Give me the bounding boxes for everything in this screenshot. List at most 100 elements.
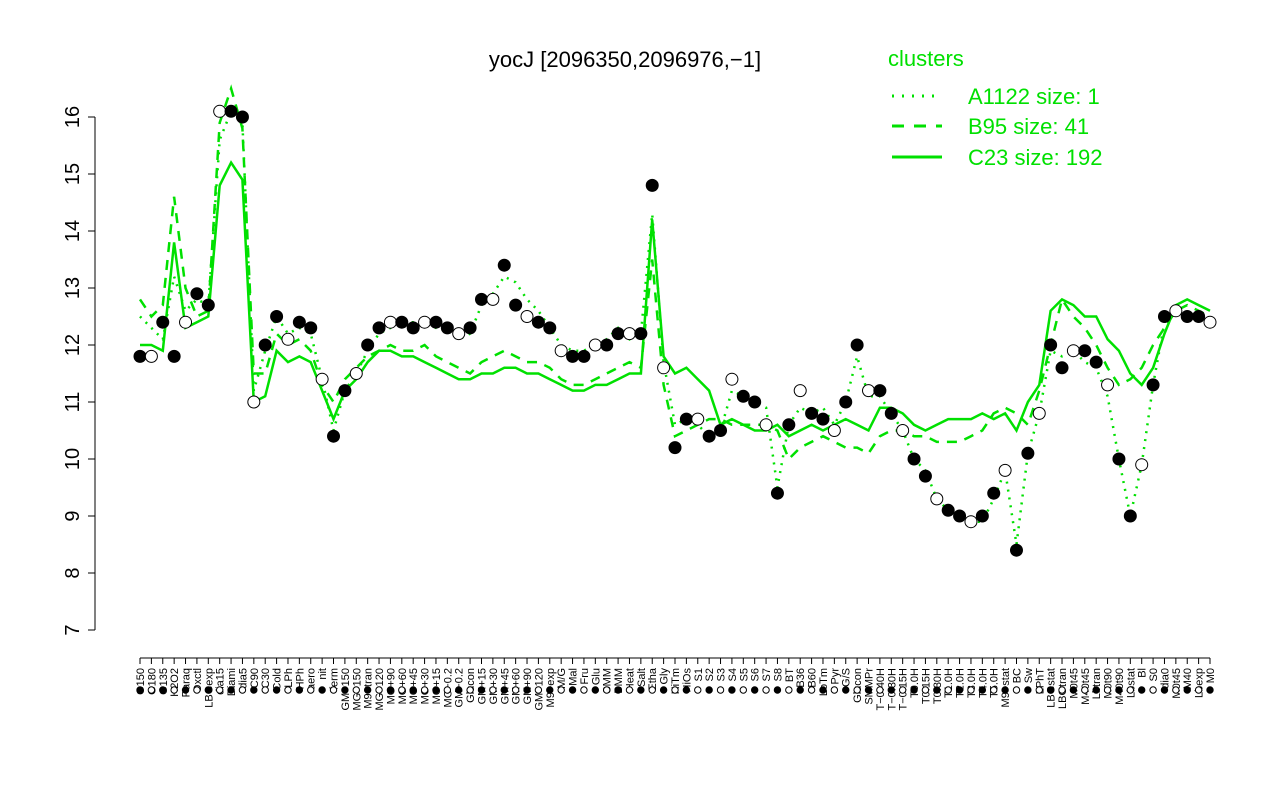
rug-marker [159, 686, 167, 694]
rug-marker [215, 686, 224, 694]
data-point [156, 315, 170, 329]
rug-marker [716, 686, 725, 694]
x-tick-label: S1 [693, 668, 705, 681]
legend: clusters A1122 size: 1 B95 size: 41 C23 si… [888, 46, 1103, 170]
rug-marker [978, 686, 987, 694]
rug-marker [603, 686, 611, 694]
rug-marker [807, 686, 816, 694]
x-tick-label: S7 [761, 668, 773, 681]
data-point [634, 327, 648, 341]
data-point [691, 412, 705, 426]
x-tick-label: ferm [329, 668, 341, 690]
x-tick-label: dia5 [237, 668, 249, 689]
rug-marker [398, 686, 406, 694]
data-point [862, 384, 876, 398]
data-point [657, 361, 671, 375]
x-tick-label: M/G [556, 668, 568, 689]
rug-marker [944, 686, 952, 694]
rug-marker [853, 686, 861, 694]
x-tick-label: C90 [249, 668, 261, 688]
rug-marker [1194, 686, 1203, 694]
data-point [486, 292, 500, 306]
data-point [543, 321, 557, 335]
rug-marker [887, 686, 895, 694]
x-tick-label: Oxctl [192, 668, 204, 693]
rug-marker [500, 686, 508, 694]
rug-marker [329, 686, 338, 694]
x-tick-label: M40t90 [1114, 668, 1126, 705]
data-point [964, 515, 978, 529]
rug-marker [864, 686, 873, 694]
rug-marker [1069, 686, 1078, 694]
data-point [1146, 378, 1160, 392]
rug-marker [1035, 686, 1043, 694]
rug-marker [466, 686, 474, 694]
rug-marker [830, 686, 839, 694]
rug-marker [819, 686, 827, 694]
data-point [1044, 338, 1058, 352]
y-tick-label: 9 [62, 510, 84, 521]
data-point [520, 310, 534, 323]
x-tick-label: B36 [795, 668, 807, 688]
x-tick-label: Bl [1137, 668, 1149, 678]
points-layer [133, 104, 1217, 557]
x-tick-label: HiOs [681, 668, 693, 693]
x-tick-label: SMMPr [864, 668, 876, 705]
data-point [247, 395, 261, 409]
rug-marker [1138, 686, 1146, 694]
rug-marker [204, 686, 212, 694]
data-point [179, 315, 193, 329]
data-point [315, 372, 329, 386]
x-tick-label: Sw [1023, 668, 1035, 683]
y-tick-label: 13 [62, 277, 84, 299]
rug-marker [1012, 686, 1021, 694]
y-tick-label: 16 [62, 106, 84, 128]
rug-marker [671, 686, 679, 694]
data-point [292, 315, 306, 329]
series-line-solid [140, 160, 1211, 438]
data-point [1021, 446, 1035, 460]
rug-marker [227, 686, 235, 694]
data-point [850, 338, 864, 352]
rug-marker [614, 686, 622, 694]
rug-marker [796, 686, 804, 694]
rug-marker [1103, 686, 1112, 694]
rug-marker [1172, 686, 1180, 694]
data-point [714, 424, 728, 437]
data-point [1192, 310, 1206, 323]
x-tick-label: GM+60 [511, 668, 523, 704]
data-point [1112, 452, 1126, 466]
rug-marker [511, 686, 520, 694]
rug-marker [898, 686, 907, 694]
rug-marker [1046, 686, 1055, 694]
rug-marker [352, 686, 360, 694]
rug-marker [1115, 686, 1123, 694]
data-point [144, 349, 158, 363]
x-tick-label: M0 [1205, 668, 1217, 683]
data-point [190, 287, 204, 301]
rug-marker [910, 686, 918, 694]
data-point [873, 384, 887, 398]
rug-marker [876, 686, 884, 694]
data-point [839, 395, 853, 409]
x-tick-label: B60 [807, 668, 819, 688]
rug-marker [728, 686, 736, 694]
x-tick-label: nit [317, 668, 329, 680]
x-tick-label: Heat [624, 668, 636, 691]
x-tick-label: S2 [704, 668, 716, 681]
rug-marker [773, 686, 782, 694]
rug-marker [591, 686, 600, 694]
x-tick-label: Pyr [829, 668, 841, 685]
x-tick-label: BC [1011, 668, 1023, 683]
data-point [531, 315, 545, 329]
rug-marker [1001, 686, 1009, 694]
data-point [805, 406, 819, 420]
rug-marker [307, 686, 315, 694]
y-tick-label: 8 [62, 567, 84, 578]
rug-marker [375, 686, 383, 694]
data-point [1078, 344, 1092, 358]
data-point [953, 509, 967, 523]
rug-marker [933, 686, 941, 694]
x-tick-label: T0.15H [920, 668, 932, 704]
